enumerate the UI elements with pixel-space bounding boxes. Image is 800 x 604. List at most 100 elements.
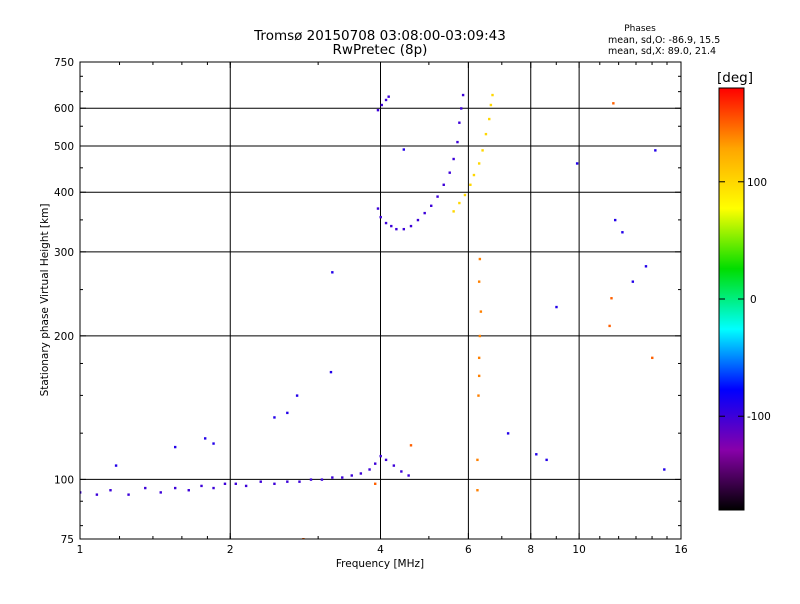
data-point [109,489,112,492]
x-tick-label: 2 [227,544,234,556]
chart-subtitle: RwPretec (8p) [333,42,428,58]
data-point [575,162,579,165]
data-point [392,464,396,467]
data-point [329,370,333,374]
data-point [80,491,82,494]
data-point [608,324,611,328]
data-point [223,482,227,485]
data-point [621,231,624,234]
data-point [350,474,353,477]
data-point [402,227,406,231]
data-point [409,224,413,228]
data-point [479,310,483,313]
data-point [187,489,190,492]
phases-line-x: mean, sd,X: 89.0, 21.4 [608,46,716,57]
data-point [384,98,388,102]
data-point [395,227,398,231]
data-point [295,394,299,397]
data-point [469,183,472,186]
data-point [506,432,510,435]
data-point [144,486,147,490]
data-point [331,476,334,479]
data-point [95,493,99,496]
data-point [489,103,493,107]
colorbar-tick-label: 0 [750,294,757,306]
data-point [651,356,654,360]
colorbar-tick-label: 100 [747,177,767,189]
data-point [359,472,363,475]
y-tick-label: 75 [61,534,74,546]
data-point [114,464,118,467]
colorbar-ticks: 100 0 -100 [719,177,771,423]
data-point [387,95,390,98]
data-point [458,201,461,205]
data-point [379,215,382,219]
data-point [555,305,558,309]
x-tick-label: 16 [674,544,688,556]
y-tick-label: 300 [54,247,74,259]
data-point [203,437,207,440]
data-point [477,162,481,165]
data-point [376,207,380,210]
data-point [631,280,635,283]
colorbar: [deg] 100 0 -100 [717,70,771,511]
data-point [478,334,482,338]
data-point [545,458,548,462]
data-point [644,265,648,268]
data-point [286,411,289,415]
data-point [448,171,451,174]
y-axis-ticks: 75 100 200 300 400 500 600 750 [54,57,681,546]
data-point [477,374,481,378]
y-axis-label: Stationary phase Virtual Height [km] [39,204,51,397]
data-point [481,149,484,152]
x-tick-label: 1 [77,544,84,556]
data-point [273,482,276,485]
x-axis-ticks: 1 2 4 6 8 10 16 [77,62,688,556]
data-point [320,478,324,481]
data-point [331,271,334,274]
data-point [610,297,613,300]
data-point [400,470,403,473]
data-point [376,108,380,112]
data-point [476,489,479,492]
data-points [80,93,666,539]
phases-line-o: mean, sd,O: -86.9, 15.5 [608,35,720,46]
data-point [212,442,215,445]
data-point [477,280,481,283]
y-tick-label: 400 [54,187,74,199]
y-tick-label: 200 [54,331,74,343]
data-point [476,458,479,462]
data-point [484,132,488,136]
data-point [273,416,276,419]
y-tick-label: 500 [54,141,74,153]
data-point [200,484,203,488]
data-point [463,193,467,197]
y-tick-label: 600 [54,103,74,115]
data-point [259,480,262,483]
data-point [491,93,494,97]
data-point [407,474,410,477]
data-point [478,257,482,261]
data-point [173,445,177,449]
chart-title: Tromsø 20150708 03:08:00-03:09:43 [253,28,506,44]
data-point [379,454,382,458]
colorbar-tick-label: -100 [747,411,771,423]
data-point [173,486,177,490]
data-point [452,210,455,213]
phases-heading: Phases [624,24,656,34]
data-point [654,149,657,152]
data-point [234,482,238,485]
data-point [461,93,465,97]
y-tick-label: 750 [54,57,74,69]
data-point [535,453,538,456]
data-point [488,117,491,121]
x-tick-label: 10 [572,544,585,556]
data-point [477,394,480,397]
x-axis-label: Frequency [MHz] [336,558,424,570]
data-point [127,493,130,496]
data-point [472,173,476,177]
x-tick-label: 6 [465,544,472,556]
data-point [374,482,377,485]
data-point [384,458,388,462]
